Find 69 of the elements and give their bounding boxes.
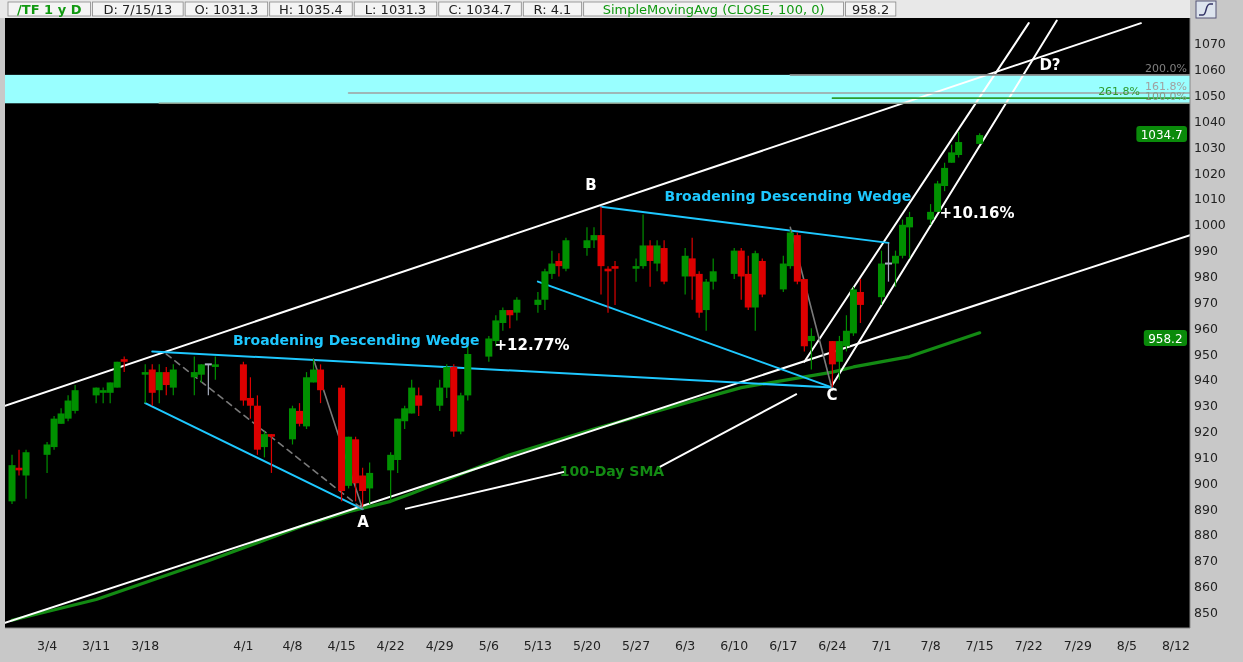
annotation: +12.77% xyxy=(494,335,570,354)
chart-title: /TF 1 y D xyxy=(17,1,82,17)
y-tick-label: 1070 xyxy=(1194,36,1226,52)
y-tick-label: 1000 xyxy=(1194,217,1226,233)
y-tick-label: 860 xyxy=(1194,579,1218,595)
x-tick-label: 6/24 xyxy=(818,638,847,653)
annotation: B xyxy=(585,175,597,194)
x-tick-label: 5/6 xyxy=(478,638,499,653)
annotation: D? xyxy=(1039,55,1061,74)
y-tick-label: 890 xyxy=(1194,501,1218,517)
text: C: 1034.7 xyxy=(448,1,512,17)
x-tick-label: 7/15 xyxy=(965,638,994,653)
y-tick-label: 940 xyxy=(1194,372,1218,388)
y-tick-label: 980 xyxy=(1194,268,1218,284)
annotation: A xyxy=(357,512,370,531)
x-tick-label: 5/27 xyxy=(622,638,651,653)
y-tick-label: 950 xyxy=(1194,346,1218,362)
text: O: 1031.3 xyxy=(194,1,259,17)
y-tick-label: 1060 xyxy=(1194,62,1226,78)
series-label: 261.8% xyxy=(1098,85,1141,99)
text: D: 7/15/13 xyxy=(103,1,173,17)
x-tick-label: 6/3 xyxy=(675,638,696,653)
y-tick-label: 960 xyxy=(1194,320,1218,336)
x-tick-label: 3/4 xyxy=(37,638,58,653)
annotation: 958.2 xyxy=(1148,331,1183,346)
x-tick-label: 7/1 xyxy=(871,638,892,653)
x-tick-label: 3/11 xyxy=(82,638,111,653)
x-tick-label: 5/13 xyxy=(523,638,552,653)
x-tick-label: 4/15 xyxy=(327,638,356,653)
annotation: 1034.7 xyxy=(1140,127,1183,142)
x-tick-label: 4/8 xyxy=(282,638,303,653)
y-tick-label: 1030 xyxy=(1194,139,1226,155)
annotation: C xyxy=(826,385,838,404)
x-tick-label: 7/29 xyxy=(1063,638,1092,653)
x-tick-label: 6/17 xyxy=(769,638,798,653)
x-tick-label: 4/1 xyxy=(233,638,254,653)
y-tick-label: 910 xyxy=(1194,449,1218,465)
y-tick-label: 900 xyxy=(1194,475,1218,491)
text: L: 1031.3 xyxy=(364,1,427,17)
y-tick-label: 930 xyxy=(1194,398,1218,414)
y-tick-label: 1040 xyxy=(1194,113,1226,129)
annotation: +10.16% xyxy=(939,203,1015,222)
y-tick-label: 920 xyxy=(1194,424,1218,440)
y-tick-label: 1050 xyxy=(1194,88,1226,104)
series-label: 161.8% xyxy=(1145,79,1187,93)
series-label: 100-Day SMA xyxy=(559,462,665,479)
y-tick-label: 970 xyxy=(1194,294,1218,310)
x-tick-label: 4/29 xyxy=(425,638,454,653)
x-tick-label: 4/22 xyxy=(376,638,405,653)
x-tick-label: 7/8 xyxy=(920,638,941,653)
y-tick-label: 990 xyxy=(1194,243,1218,259)
text: R: 4.1 xyxy=(533,1,572,17)
x-tick-label: 3/18 xyxy=(131,638,160,653)
x-tick-label: 8/5 xyxy=(1116,638,1137,653)
y-tick-label: 870 xyxy=(1194,553,1218,569)
y-tick-label: 1010 xyxy=(1194,191,1226,207)
y-tick-label: 880 xyxy=(1194,527,1218,543)
text: H: 1035.4 xyxy=(279,1,343,17)
x-tick-label: 8/12 xyxy=(1161,638,1191,653)
series-label: Broadening Descending Wedge xyxy=(232,332,480,349)
y-tick-label: 850 xyxy=(1194,604,1218,620)
x-tick-label: 7/22 xyxy=(1014,638,1043,653)
chart-subtitle: SimpleMovingAvg (CLOSE, 100, 0) xyxy=(602,1,825,17)
x-tick-label: 6/10 xyxy=(720,638,749,653)
series-label: 200.0% xyxy=(1145,61,1187,75)
series-label: Broadening Descending Wedge xyxy=(664,188,912,205)
y-tick-label: 1020 xyxy=(1194,165,1226,181)
text: 958.2 xyxy=(852,1,890,17)
x-tick-label: 5/20 xyxy=(572,638,602,653)
